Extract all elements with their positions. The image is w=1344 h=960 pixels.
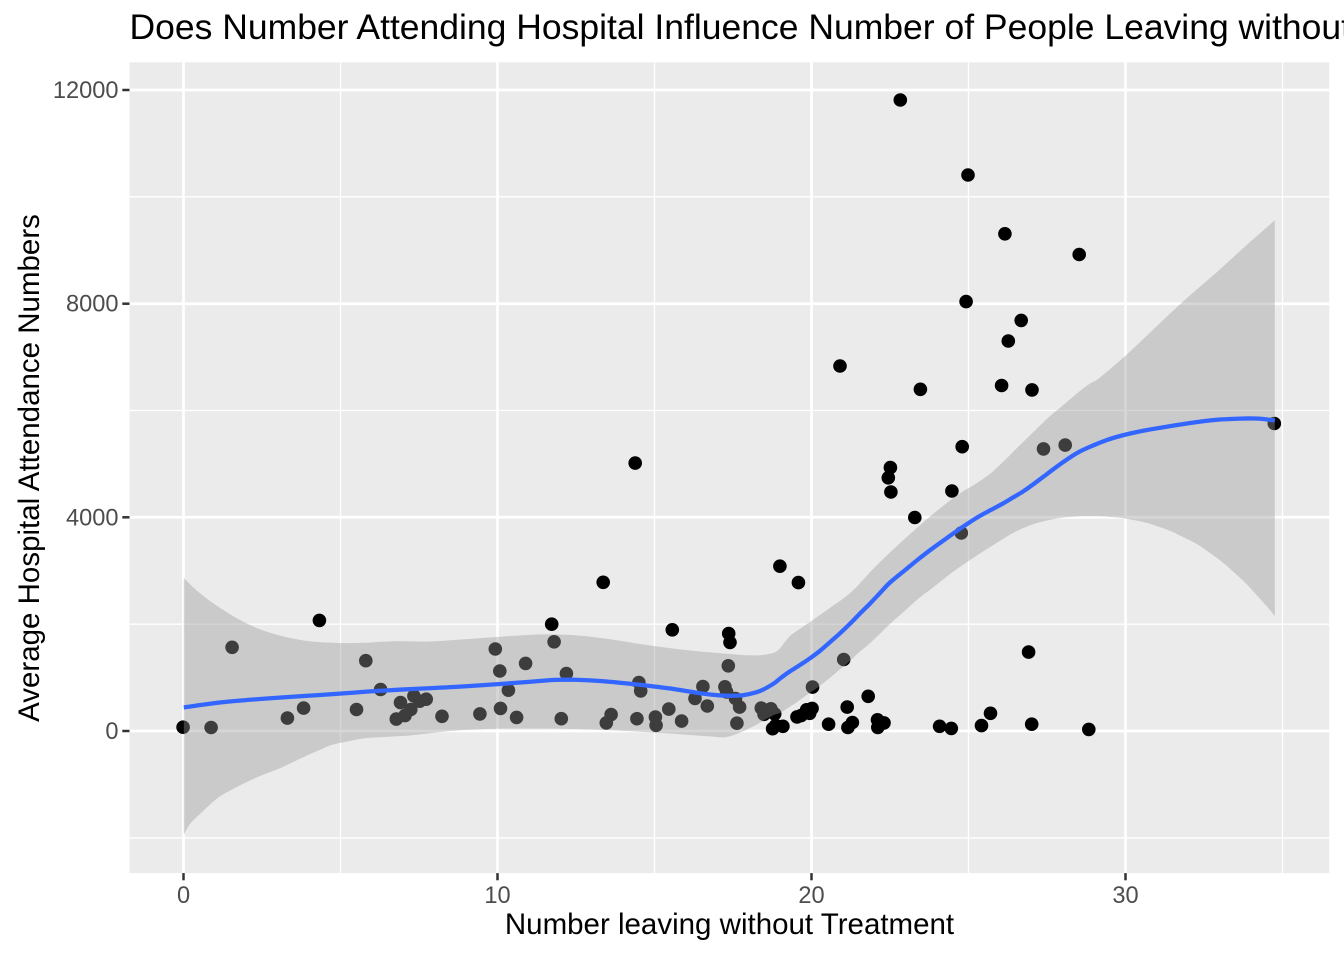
svg-text:8000: 8000 — [66, 292, 119, 318]
svg-text:4000: 4000 — [66, 505, 119, 531]
svg-text:Number leaving without Treatme: Number leaving without Treatment — [505, 908, 954, 941]
svg-text:10: 10 — [484, 883, 510, 909]
svg-text:0: 0 — [105, 719, 118, 745]
svg-text:0: 0 — [177, 883, 190, 909]
svg-text:12000: 12000 — [53, 78, 119, 104]
svg-text:Average Hospital Attendance Nu: Average Hospital Attendance Numbers — [13, 214, 46, 722]
svg-text:30: 30 — [1112, 883, 1138, 909]
svg-text:20: 20 — [798, 883, 824, 909]
svg-text:Does Number Attending Hospital: Does Number Attending Hospital Influence… — [130, 7, 1344, 47]
